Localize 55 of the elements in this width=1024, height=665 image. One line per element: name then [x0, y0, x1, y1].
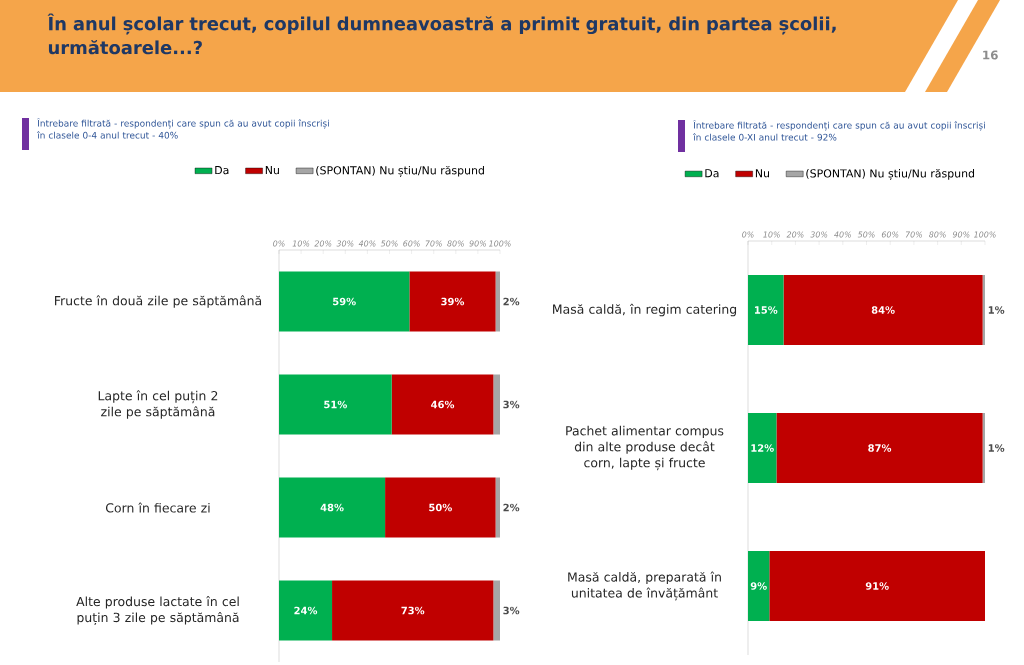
y-tick-label: Corn în fiecare zi	[105, 502, 210, 513]
data-label: 46%	[431, 400, 455, 409]
bar	[493, 580, 500, 641]
y-tick-label: Masă caldă, în regim catering	[553, 303, 737, 317]
bar	[385, 477, 496, 538]
bar	[495, 477, 500, 538]
bar	[776, 413, 983, 484]
data-label: 50%	[429, 503, 452, 512]
bar	[279, 374, 392, 435]
chart-subtitle: Întrebare filtrată - respondenți care spun că au avut copii înscriși în clasele 0-XI anul trecut - 92%	[693, 120, 985, 141]
y-tick-label: Alte produse lactate în cel puțin 3 zile pe săptămână	[76, 596, 239, 625]
data-label: 39%	[441, 297, 465, 306]
data-label: 9%	[750, 582, 767, 590]
y-tick-label: Pachet alimentar compus din alte produse decât corn, lapte și fructe	[566, 425, 724, 471]
bar	[748, 413, 777, 484]
legend-label: Nu	[755, 169, 769, 178]
legend-label: (SPONTAN) Nu știu/Nu răspund	[316, 165, 484, 177]
data-label: 3%	[503, 400, 520, 409]
bar	[495, 271, 500, 332]
legend-label: Da	[215, 166, 229, 175]
bar	[769, 551, 986, 622]
bar	[332, 580, 494, 641]
bar	[748, 275, 784, 346]
y-tick-label: Fructe în două zile pe săptămână	[55, 295, 262, 308]
data-label: 73%	[401, 606, 425, 615]
data-label: 12%	[751, 444, 774, 452]
text: 16	[983, 50, 998, 60]
legend-label: Da	[705, 169, 719, 178]
data-label: 2%	[503, 503, 520, 512]
data-label: 24%	[294, 606, 318, 615]
data-label: 91%	[865, 582, 889, 590]
legend-label: (SPONTAN) Nu știu/Nu răspund	[806, 168, 975, 180]
bar	[409, 271, 496, 332]
data-label: 59%	[333, 297, 356, 306]
data-label: 1%	[988, 306, 1005, 314]
legend-label: Nu	[265, 166, 279, 175]
data-label: 2%	[503, 297, 520, 306]
y-tick-label: Lapte în cel puțin 2 zile pe săptămână	[98, 390, 218, 419]
bar	[391, 374, 494, 435]
data-label: 1%	[988, 444, 1005, 452]
chart-title: În anul școlar trecut, copilul dumneavoastră a primit gratuit, din partea școlii, următoarele...?	[47, 13, 836, 55]
bar	[279, 580, 333, 641]
y-tick-label: Masă caldă, preparată în unitatea de învățământ	[568, 571, 721, 601]
data-label: 51%	[324, 400, 347, 409]
data-label: 3%	[503, 606, 520, 615]
bar	[748, 551, 770, 622]
bar	[279, 271, 410, 332]
bar	[783, 275, 983, 346]
data-label: 84%	[871, 306, 895, 314]
text: Întrebare filtrată - respondenți care spun că au avut copii înscriși în clasele 0-4 anul trecut - 40%	[37, 118, 329, 139]
data-label: 48%	[320, 503, 344, 512]
bar	[493, 374, 500, 435]
bar	[279, 477, 386, 538]
data-label: 15%	[754, 306, 778, 314]
data-label: 87%	[868, 444, 892, 452]
